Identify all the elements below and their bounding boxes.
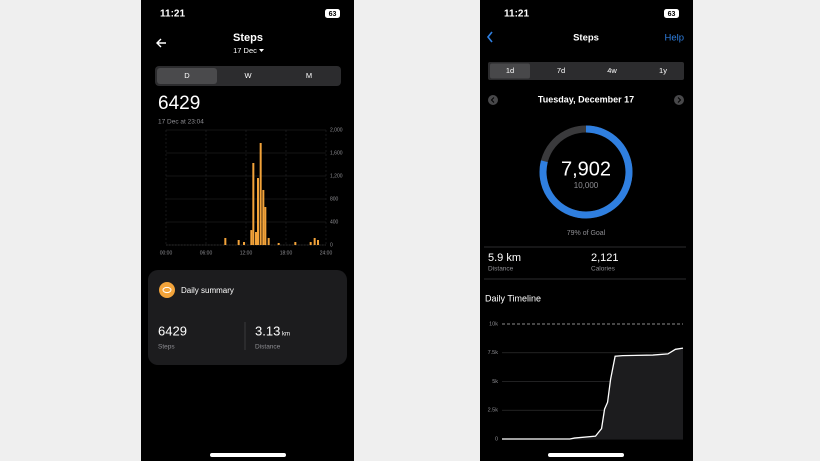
x-tick-label: 00:00 (160, 250, 173, 256)
tab-selected (490, 63, 530, 79)
area (502, 348, 683, 439)
bar (267, 237, 270, 245)
bar (294, 242, 297, 245)
dropdown-icon (259, 49, 264, 52)
summary-title: Daily summary (181, 286, 234, 295)
tab[interactable]: 7d (557, 66, 565, 75)
battery-level: 63 (329, 11, 337, 18)
y-tick-label: 2.5k (488, 408, 499, 414)
stat-label: Calories (591, 266, 616, 273)
bar (257, 178, 259, 245)
goal-caption: 79% of Goal (567, 230, 606, 237)
x-tick-label: 24:00 (320, 250, 333, 256)
summary-distance-unit: km (282, 332, 290, 338)
y-tick-label: 0 (495, 436, 498, 442)
bar (252, 163, 255, 245)
y-tick-label: 2,000 (330, 127, 343, 133)
timeline-title: Daily Timeline (485, 293, 541, 303)
ring-progress (539, 125, 633, 219)
prev-day[interactable] (488, 95, 498, 105)
battery-level: 63 (668, 11, 676, 18)
bar (255, 232, 257, 245)
summary-distance-label: Distance (255, 344, 281, 351)
status-time: 11:21 (504, 9, 529, 20)
bar (259, 142, 262, 245)
home-indicator (210, 453, 286, 457)
tab-selected (157, 68, 217, 84)
x-tick-label: 06:00 (200, 250, 213, 256)
stat-label: Distance (488, 266, 514, 273)
date-picker[interactable]: 17 Dec (233, 46, 257, 55)
tab[interactable]: M (306, 71, 312, 80)
y-tick-label: 800 (330, 196, 339, 202)
battery-icon (664, 9, 679, 18)
bar (309, 242, 312, 245)
x-tick-label: 12:00 (240, 250, 253, 256)
tab-bar (488, 62, 684, 80)
bar (264, 206, 267, 245)
date-label: Tuesday, December 17 (538, 94, 634, 104)
ring-steps: 7,902 (561, 158, 611, 180)
summary-icon-eye (162, 286, 172, 294)
bar (313, 237, 316, 245)
bar (243, 242, 245, 245)
next-icon (677, 97, 682, 103)
battery-icon (325, 9, 340, 18)
summary-steps: 6429 (158, 323, 187, 338)
stat-value: 2,121 (591, 252, 619, 264)
back-button[interactable] (486, 31, 493, 43)
y-tick-label: 7.5k (488, 350, 499, 356)
y-tick-label: 0 (330, 242, 333, 248)
back-button[interactable] (156, 38, 166, 48)
summary-card (148, 270, 347, 365)
status-time: 11:21 (160, 9, 185, 20)
ring-goal: 10,000 (574, 181, 599, 190)
bar (224, 237, 227, 245)
home-indicator (548, 453, 624, 457)
summary-steps-label: Steps (158, 344, 175, 351)
next-day[interactable] (674, 95, 684, 105)
bar (250, 230, 253, 245)
screen-title: Steps (573, 33, 599, 44)
bar (262, 189, 265, 245)
y-tick-label: 1,200 (330, 173, 343, 179)
y-tick-label: 5k (492, 379, 498, 385)
tab[interactable]: 4w (607, 66, 617, 75)
tab[interactable]: 1y (659, 66, 667, 75)
timestamp: 17 Dec at 23:04 (158, 119, 204, 126)
tab[interactable]: W (244, 71, 252, 80)
tab[interactable]: 1d (506, 66, 514, 75)
bar (317, 239, 319, 245)
y-tick-label: 1,600 (330, 150, 343, 156)
x-tick-label: 18:00 (280, 250, 293, 256)
tab[interactable]: D (184, 71, 190, 80)
screen-title: Steps (233, 32, 263, 44)
summary-icon (159, 282, 175, 298)
y-tick-label: 10k (489, 321, 498, 327)
prev-icon (490, 97, 495, 103)
step-total: 6429 (158, 93, 200, 114)
summary-distance: 3.13 (255, 323, 280, 338)
y-tick-label: 400 (330, 219, 339, 225)
bar (277, 242, 280, 245)
stat-value: 5.9 km (488, 252, 521, 264)
bar (237, 239, 240, 245)
help-button[interactable]: Help (664, 33, 684, 44)
line (502, 347, 684, 440)
